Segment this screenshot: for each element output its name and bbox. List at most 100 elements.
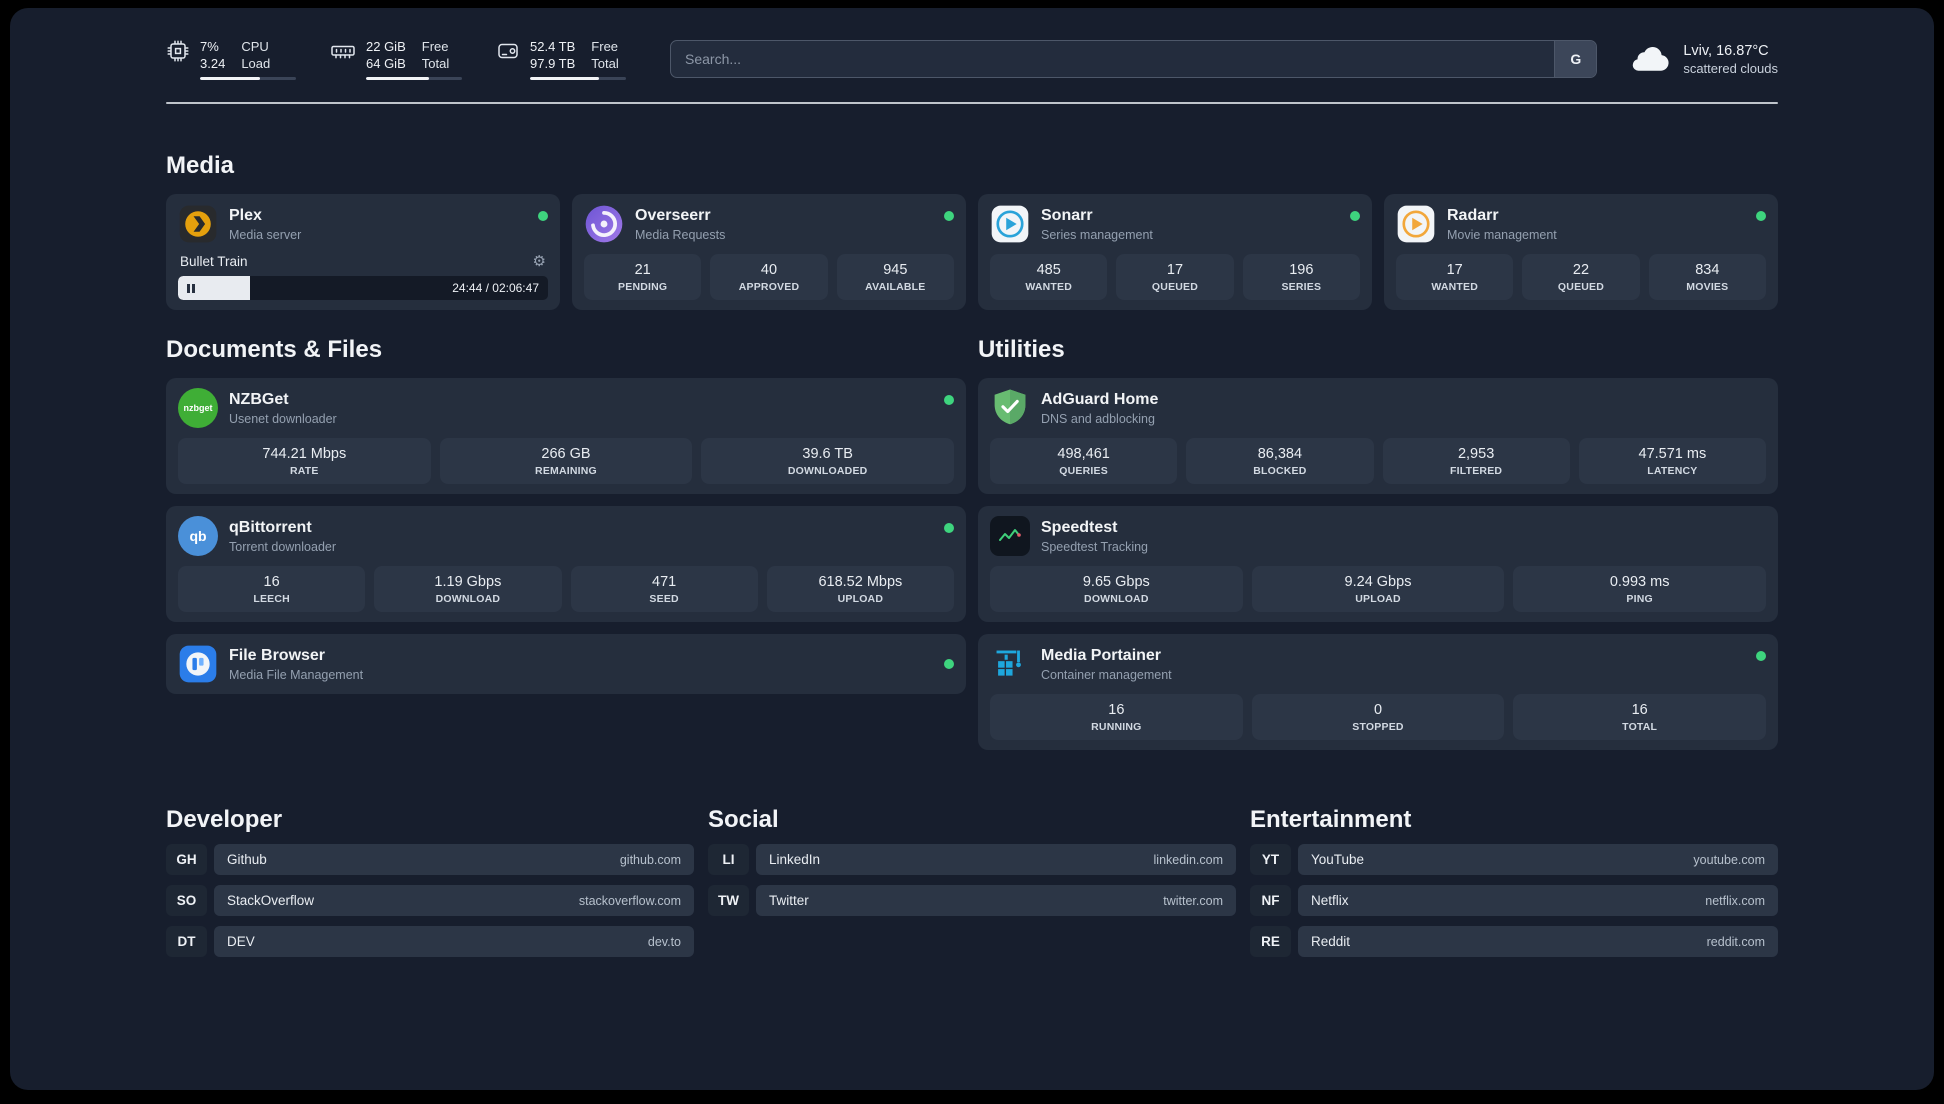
stat-value: 2,953 [1457,446,1495,462]
disk-total-label: Total [591,56,619,71]
bookmark-url: netflix.com [1705,893,1765,908]
app-card-radarr[interactable]: Radarr Movie management 17 WANTED 22 QUE… [1384,194,1778,310]
stats-row: 16 RUNNING 0 STOPPED 16 TOTAL [990,694,1766,740]
bookmark-link[interactable]: StackOverflow stackoverflow.com [214,885,694,916]
app-card-adguard[interactable]: AdGuard Home DNS and adblocking 498,461 … [978,378,1778,494]
app-card-qbittorrent[interactable]: qb qBittorrent Torrent downloader 16 [166,506,966,622]
section-title-media: Media [166,152,235,179]
bookmark-group-title: Entertainment [1250,806,1412,833]
bookmark-abbr[interactable]: TW [708,885,749,916]
bookmark-netflix: NF Netflix netflix.com [1250,885,1778,916]
app-card-portainer[interactable]: Media Portainer Container management 16 … [978,634,1778,750]
bookmark-group-developer: Developer GH Github github.com SO StackO… [166,806,694,957]
app-meta: File Browser Media File Management [229,646,363,681]
app-subtitle: Media Requests [635,227,726,242]
bookmark-abbr[interactable]: NF [1250,885,1291,916]
weather-location-temp: Lviv, 16.87°C [1683,42,1769,59]
bookmark-youtube: YT YouTube youtube.com [1250,844,1778,875]
stat-value: 16 [1631,702,1648,718]
status-dot [944,395,954,405]
playback-time: 24:44 / 02:06:47 [452,281,539,295]
dashboard-content: 7% 3.24 CPU Load [166,8,1778,999]
app-subtitle: Series management [1041,227,1153,242]
bookmark-name: Netflix [1311,893,1349,908]
stat-label: UPLOAD [1355,593,1401,605]
stat-tile: 22 QUEUED [1522,254,1640,300]
stat-label: LEECH [253,593,290,605]
section-title-documents: Documents & Files [166,336,383,363]
app-meta: Sonarr Series management [1041,206,1153,241]
stat-tile: 2,953 FILTERED [1382,438,1570,484]
bookmark-link[interactable]: Github github.com [214,844,694,875]
app-subtitle: Torrent downloader [229,539,337,554]
app-title: Overseerr [635,207,711,225]
bookmark-link[interactable]: Reddit reddit.com [1298,926,1778,957]
bookmark-abbr[interactable]: SO [166,885,207,916]
stat-value: 21 [634,262,651,278]
stat-tile: 39.6 TB DOWNLOADED [701,438,954,484]
app-subtitle: Usenet downloader [229,411,337,426]
bookmark-abbr[interactable]: GH [166,844,207,875]
app-meta: AdGuard Home DNS and adblocking [1041,390,1158,425]
ram-icon [330,39,356,68]
bookmark-url: youtube.com [1693,852,1765,867]
bookmark-group-title: Developer [166,806,283,833]
cloud-icon [1629,42,1671,77]
app-card-speedtest[interactable]: Speedtest Speedtest Tracking 9.65 Gbps D… [978,506,1778,622]
status-dot [944,659,954,669]
cpu-usage-bar-fill [200,77,260,80]
bookmark-abbr[interactable]: DT [166,926,207,957]
bookmark-linkedin: LI LinkedIn linkedin.com [708,844,1236,875]
search-engine-button[interactable]: G [1554,41,1597,77]
bookmark-group-social: Social LI LinkedIn linkedin.com TW Twitt… [708,806,1236,957]
stat-value: 834 [1695,262,1720,278]
gear-icon[interactable]: ⚙ [532,253,546,270]
bookmark-abbr[interactable]: LI [708,844,749,875]
top-bar: 7% 3.24 CPU Load [166,8,1778,80]
stat-label: QUERIES [1059,465,1108,477]
bookmark-link[interactable]: Twitter twitter.com [756,885,1236,916]
topbar-divider [166,102,1778,104]
app-card-sonarr[interactable]: Sonarr Series management 485 WANTED 17 Q… [978,194,1372,310]
ram-usage-bar [366,77,462,80]
app-card-overseerr[interactable]: Overseerr Media Requests 21 PENDING 40 A… [572,194,966,310]
plex-icon [178,204,218,244]
bookmark-link[interactable]: LinkedIn linkedin.com [756,844,1236,875]
app-meta: Speedtest Speedtest Tracking [1041,518,1148,553]
stat-tile: 1.19 Gbps DOWNLOAD [374,566,562,612]
bookmark-dev: DT DEV dev.to [166,926,694,957]
cpu-label: CPU [241,39,269,54]
stat-value: 498,461 [1057,446,1110,462]
stat-label: BLOCKED [1253,465,1307,477]
lower-grid: Documents & Files nzbget NZBGet Usenet d… [166,336,1778,750]
search-input[interactable] [671,41,1555,77]
stat-label: PENDING [618,281,668,293]
bookmark-abbr[interactable]: YT [1250,844,1291,875]
app-card-filebrowser[interactable]: File Browser Media File Management [166,634,966,694]
bookmark-link[interactable]: Netflix netflix.com [1298,885,1778,916]
bookmark-name: YouTube [1311,852,1365,867]
cpu-load-avg: 3.24 [200,56,226,71]
bookmark-link[interactable]: YouTube youtube.com [1298,844,1778,875]
app-card-plex[interactable]: Plex Media server Bullet Train ⚙ [166,194,560,310]
bookmark-name: Github [227,852,267,867]
playback-progress-bar: 24:44 / 02:06:47 [178,276,548,300]
app-title: Radarr [1447,207,1499,225]
stat-tile: 471 SEED [570,566,758,612]
ram-data: 22 GiB 64 GiB Free Total [366,38,462,80]
stat-value: 17 [1166,262,1184,278]
bookmark-abbr[interactable]: RE [1250,926,1291,957]
bookmark-url: twitter.com [1163,893,1223,908]
stat-tile: 945 AVAILABLE [836,254,954,300]
ram-monitor: 22 GiB 64 GiB Free Total [330,38,462,80]
app-card-nzbget[interactable]: nzbget NZBGet Usenet downloader 744.21 M… [166,378,966,494]
stat-tile: 485 WANTED [990,254,1108,300]
stat-label: MOVIES [1686,281,1729,293]
stat-value: 485 [1036,262,1061,278]
status-dot [944,523,954,533]
ram-free-label: Free [421,39,449,54]
app-title: Sonarr [1041,207,1093,225]
now-playing-title: Bullet Train [180,254,248,269]
portainer-icon [990,644,1030,684]
bookmark-link[interactable]: DEV dev.to [214,926,694,957]
